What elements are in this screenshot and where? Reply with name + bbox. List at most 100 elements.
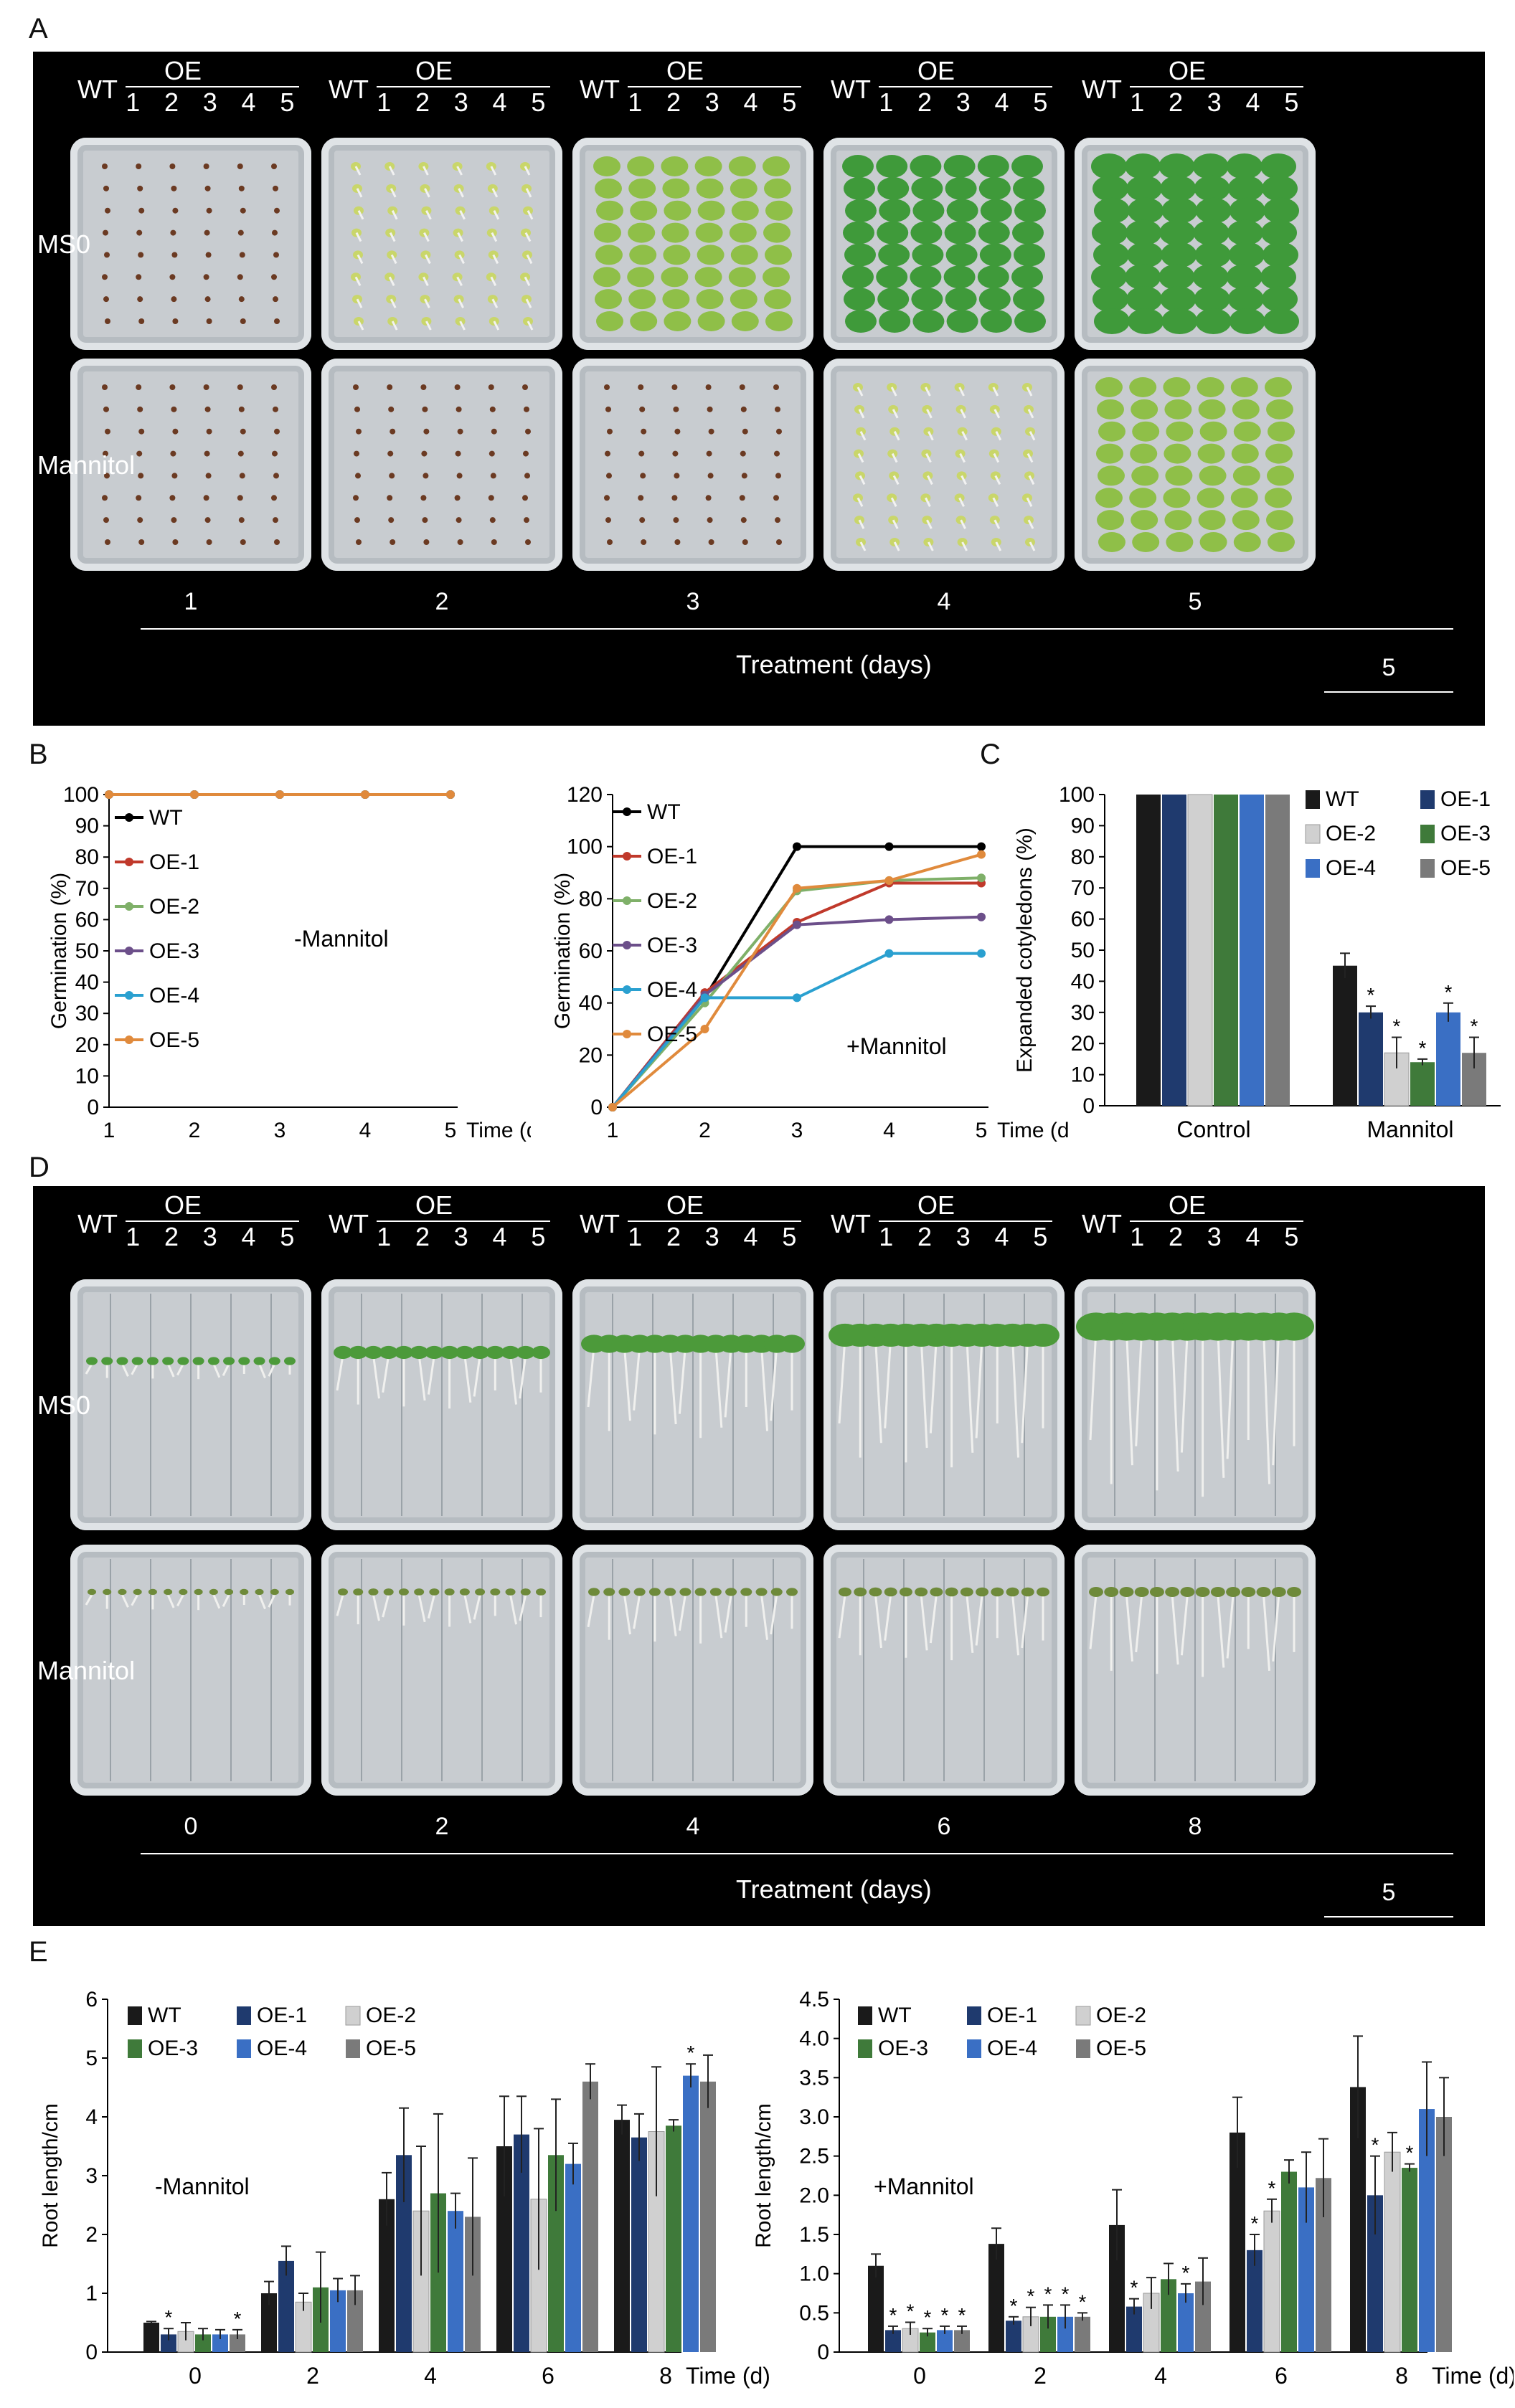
seed: [171, 406, 177, 412]
bar-oe-1: [396, 2155, 412, 2352]
seedling: [1094, 197, 1130, 224]
seed-grid: [353, 384, 531, 545]
bar-wt: [1350, 2087, 1366, 2352]
oe-label: OE: [164, 1190, 202, 1220]
y-tick-label: 40: [75, 971, 99, 995]
significance-mark: *: [1062, 2283, 1070, 2305]
cotyledon: [270, 1588, 279, 1596]
bar-oe-3: [195, 2334, 211, 2352]
seedling: [1194, 175, 1230, 202]
root: [166, 1363, 175, 1378]
cotyledon: [225, 1588, 234, 1596]
plate-ms0: [572, 1279, 813, 1530]
seed-grid: [102, 163, 280, 324]
seedling: [844, 243, 876, 267]
y-tick-label: 2.0: [799, 2184, 829, 2207]
germinated-seed: [854, 516, 864, 525]
seed: [672, 450, 679, 457]
y-tick-label: 2: [85, 2223, 98, 2247]
germinated-seed: [854, 404, 864, 414]
radicle: [525, 188, 532, 198]
germinated-seed: [385, 228, 396, 237]
x-tick-label: 2: [189, 1119, 201, 1142]
seedling: [844, 176, 875, 200]
seed: [740, 406, 747, 412]
seed: [674, 428, 681, 435]
legend-marker: [125, 902, 133, 911]
radicle: [423, 166, 429, 176]
seedling: [1265, 377, 1292, 397]
seedling: [765, 200, 793, 221]
bar-wt: [614, 2120, 630, 2352]
root: [463, 1355, 472, 1403]
radicle: [389, 232, 396, 242]
seedling: [765, 245, 792, 265]
seedling: [663, 245, 691, 265]
radicle: [891, 452, 898, 463]
seedling: [1014, 310, 1046, 333]
seedling: [1266, 510, 1293, 531]
cotyledon: [532, 1345, 550, 1360]
lane-number: 5: [782, 1222, 797, 1251]
radicle: [958, 497, 965, 507]
root: [929, 1594, 938, 1644]
seedling: [664, 311, 692, 331]
seedling: [1091, 264, 1127, 290]
x-tick-label: 5: [445, 1119, 457, 1142]
chart-e-left: 0 1 2 3 4 5 6 Root length/cm * * 0 2 4 6 * 8 Time (d) -Ma…: [39, 1988, 770, 2389]
cotyledon: [148, 1588, 157, 1596]
significance-mark: *: [1079, 2290, 1087, 2313]
y-axis-title: Germination (%): [551, 873, 575, 1029]
x-tick-label: 5: [976, 1119, 988, 1142]
y-tick-label: 70: [1071, 876, 1095, 900]
lane-number: 5: [1284, 1222, 1299, 1251]
seed: [641, 539, 647, 545]
bar-oe-4: [683, 2075, 699, 2352]
root: [724, 1346, 732, 1418]
lane-number: 5: [1033, 87, 1048, 117]
lane-number: 1: [377, 87, 392, 117]
seed: [673, 406, 679, 412]
root: [509, 1594, 518, 1625]
seed: [274, 207, 280, 214]
root: [975, 1337, 983, 1438]
seedling: [1132, 421, 1160, 442]
wt-label: WT: [831, 75, 871, 104]
oe-underline: [879, 1220, 1053, 1222]
seed: [271, 163, 277, 169]
x-tick-label: 3: [274, 1119, 286, 1142]
radicle: [926, 519, 933, 529]
oe-label: OE: [415, 56, 453, 85]
significance-mark: *: [941, 2304, 949, 2326]
seedling: [1132, 532, 1160, 552]
genotype-header: WT OE 1 2 3 4 5: [831, 56, 1072, 120]
seedling: [695, 222, 723, 243]
bar-wt: [496, 2146, 512, 2352]
seedling: [764, 178, 791, 199]
seed: [273, 473, 279, 479]
cotyledon: [429, 1588, 440, 1596]
seed: [638, 495, 644, 501]
germinated-seed: [384, 272, 395, 282]
seed: [387, 495, 393, 501]
significance-mark: *: [1419, 1037, 1427, 1059]
legend-label: OE-5: [1096, 2037, 1146, 2060]
legend-label: OE-5: [366, 2037, 416, 2060]
data-point: [275, 790, 284, 799]
germinated-seed: [955, 404, 966, 414]
seedling: [1011, 265, 1043, 289]
cotyledon: [1180, 1587, 1195, 1597]
legend-swatch: [858, 2039, 872, 2058]
cotyledon: [1271, 1587, 1286, 1597]
radicle: [524, 276, 531, 286]
significance-mark: *: [1010, 2295, 1018, 2317]
seedling: [697, 200, 725, 221]
root: [587, 1594, 595, 1628]
legend-swatch: [1306, 859, 1320, 878]
cotyledon: [786, 1588, 798, 1596]
seed: [708, 539, 714, 545]
bar-wt: [868, 2265, 884, 2352]
root: [770, 1594, 778, 1635]
